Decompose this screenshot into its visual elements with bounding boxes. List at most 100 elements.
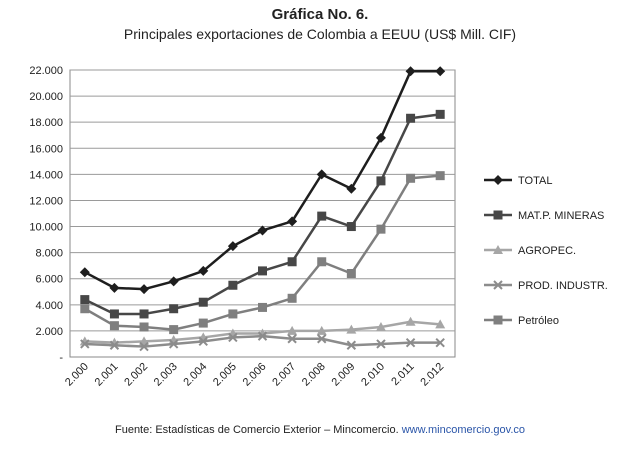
data-point <box>169 325 179 335</box>
y-tick-label: - <box>59 352 63 364</box>
x-tick-label: 2.008 <box>300 361 328 389</box>
data-point <box>435 109 445 119</box>
data-point <box>405 337 416 348</box>
data-point <box>346 222 356 232</box>
chart-title: Gráfica No. 6. <box>271 6 369 23</box>
data-point <box>198 265 209 276</box>
x-tick-label: 2.002 <box>122 361 150 389</box>
data-point <box>109 282 120 293</box>
legend: TOTAL MAT.P. MINERAS AGROPEC. PROD. INDUSTR… <box>484 175 608 327</box>
data-point <box>405 316 416 326</box>
data-point <box>376 176 386 186</box>
data-point <box>376 339 386 349</box>
data-point <box>228 332 238 343</box>
legend-label: AGROPEC. <box>518 245 576 257</box>
data-point <box>493 315 503 325</box>
data-point <box>228 280 238 290</box>
y-tick-label: 18.000 <box>29 117 63 129</box>
data-point <box>227 241 238 252</box>
data-point <box>109 321 119 331</box>
data-point <box>406 173 416 183</box>
x-tick-label: 2.007 <box>270 361 298 389</box>
legend-label: TOTAL <box>518 175 552 187</box>
data-point <box>109 309 119 319</box>
data-point <box>258 302 267 312</box>
series-petr-leo <box>80 171 445 335</box>
data-point <box>346 324 357 334</box>
data-point <box>435 66 446 77</box>
data-point <box>80 339 90 349</box>
data-point <box>317 334 327 344</box>
data-point <box>346 183 357 194</box>
data-point <box>139 341 149 352</box>
data-point <box>257 225 268 236</box>
data-point <box>316 169 327 180</box>
y-tick-label: 6.000 <box>35 274 63 286</box>
series-prod-industr <box>80 331 445 352</box>
data-point <box>198 297 208 307</box>
data-point <box>493 175 503 185</box>
x-tick-label: 2.010 <box>359 361 387 389</box>
y-tick-label: 10.000 <box>29 222 63 234</box>
data-point <box>376 224 386 234</box>
data-point <box>375 321 386 331</box>
source-text: Fuente: Estadísticas de Comercio Exterio… <box>114 424 399 436</box>
data-point <box>405 66 416 77</box>
data-point <box>169 304 179 314</box>
x-tick-label: 2.001 <box>93 361 121 389</box>
series-total <box>79 66 446 295</box>
data-point <box>168 276 179 287</box>
data-point <box>80 295 90 305</box>
x-tick-label: 2.004 <box>181 361 209 389</box>
data-point <box>346 269 356 279</box>
x-tick-label: 2.000 <box>63 361 91 389</box>
data-point <box>435 171 445 181</box>
data-point <box>316 325 327 335</box>
data-point <box>198 336 208 347</box>
data-point <box>435 337 445 348</box>
x-tick-label: 2.006 <box>241 361 269 389</box>
y-tick-label: 4.000 <box>35 300 63 312</box>
data-point <box>317 257 327 267</box>
data-point <box>346 340 357 350</box>
data-point <box>79 267 90 278</box>
data-point <box>168 339 179 349</box>
legend-item: TOTAL <box>484 175 552 187</box>
legend-item: MAT.P. MINERAS <box>484 210 604 222</box>
x-tick-label: 2.003 <box>152 361 180 389</box>
x-tick-label: 2.012 <box>418 361 446 389</box>
legend-label: Petróleo <box>518 315 559 327</box>
source-link[interactable]: www.mincomercio.gov.co <box>401 424 525 436</box>
data-point <box>287 216 298 227</box>
grid-lines <box>70 69 455 332</box>
y-axis-tick-labels: - 2.000 4.000 6.000 8.000 10.000 12.000 14.000 1… <box>29 65 63 364</box>
legend-item: Petróleo <box>484 315 559 327</box>
footer: Fuente: Estadísticas de Comercio Exterio… <box>0 424 640 436</box>
data-point <box>493 245 503 254</box>
data-point <box>317 211 327 221</box>
chart-subtitle: Principales exportaciones de Colombia a … <box>123 26 517 42</box>
data-point <box>109 340 120 350</box>
legend-item: PROD. INDUSTR. <box>484 280 608 292</box>
legend-label: MAT.P. MINERAS <box>518 210 604 222</box>
x-tick-label: 2.005 <box>211 361 239 389</box>
legend-label: PROD. INDUSTR. <box>518 280 608 292</box>
data-point <box>406 113 416 123</box>
data-point <box>198 318 208 328</box>
y-tick-label: 16.000 <box>29 143 63 155</box>
series-mat-p-mineras <box>80 109 445 319</box>
data-point <box>139 284 150 295</box>
series-group <box>79 66 446 352</box>
legend-item: AGROPEC. <box>484 245 576 257</box>
y-tick-label: 14.000 <box>29 169 63 181</box>
x-axis-tick-labels: 2.000 2.001 2.002 2.003 2.004 2.005 2.006 2.007… <box>63 361 446 389</box>
y-tick-label: 12.000 <box>29 195 63 207</box>
data-point <box>139 322 149 332</box>
data-point <box>287 334 297 344</box>
data-point <box>257 331 268 341</box>
data-point <box>228 309 238 319</box>
y-tick-label: 8.000 <box>35 248 63 260</box>
y-tick-label: 22.000 <box>29 65 63 77</box>
data-point <box>258 266 267 276</box>
